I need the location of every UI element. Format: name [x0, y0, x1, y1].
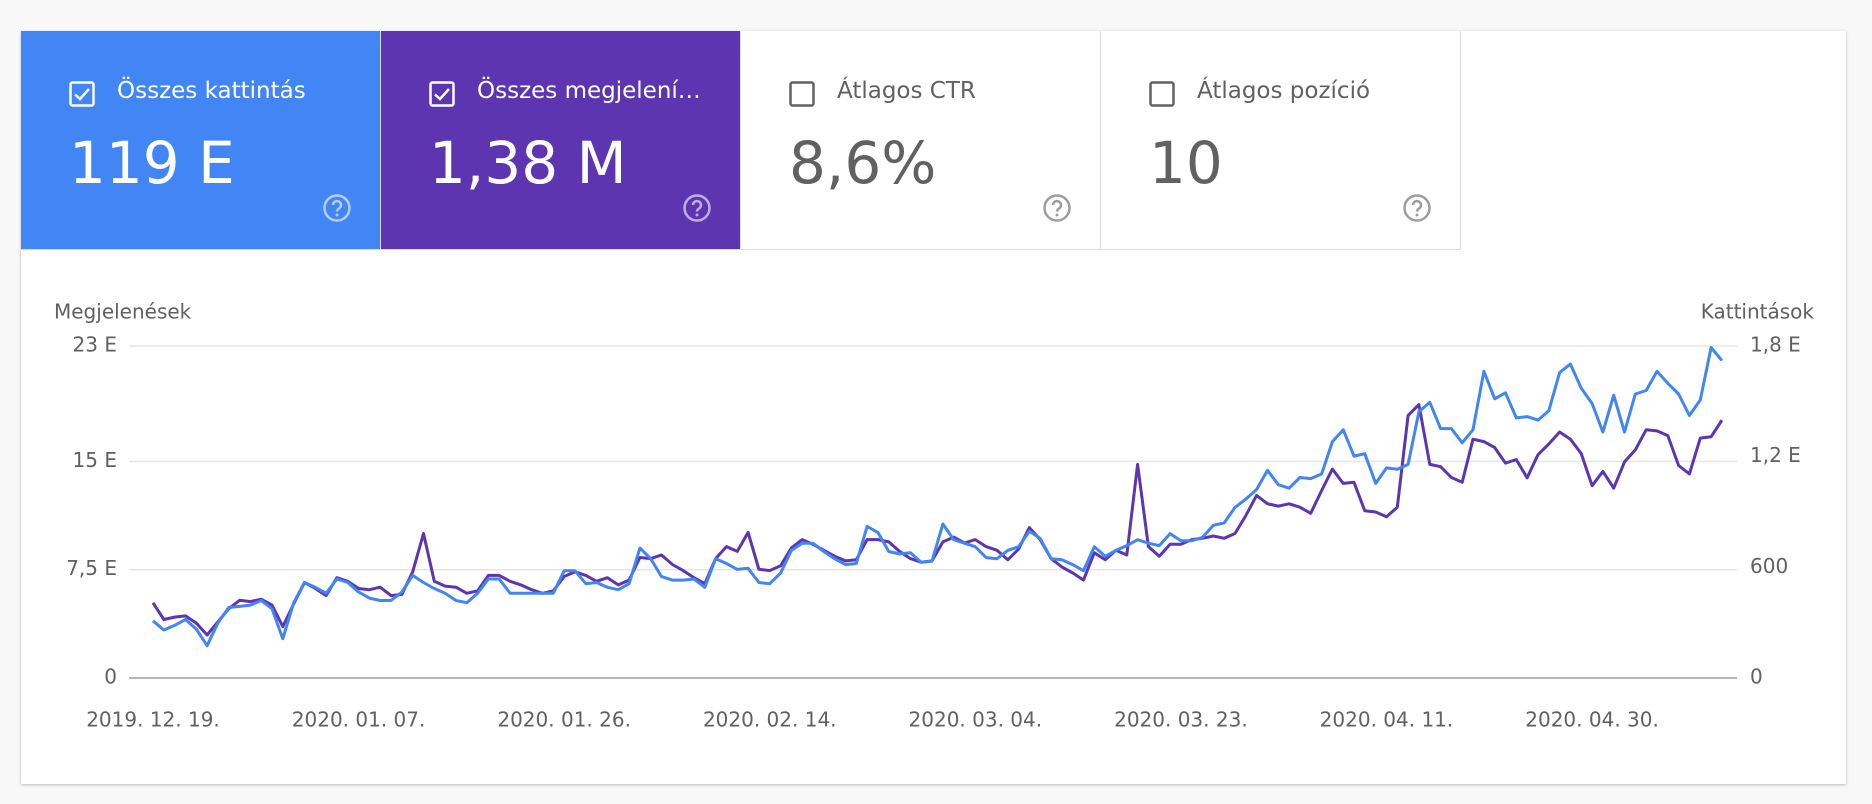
x-tick-label: 2020. 03. 23.	[1114, 708, 1248, 732]
metric-card[interactable]: Összes megjelení… 1,38 M	[381, 31, 741, 250]
card-value: 10	[1149, 129, 1223, 197]
x-tick-label: 2019. 12. 19.	[86, 708, 220, 732]
y2-tick-label: 1,2 E	[1750, 443, 1801, 467]
chart: Megjelenések Kattintások 0 7,5 E 15 E 23 E 0…	[54, 300, 1815, 732]
y2-tick-label: 0	[1750, 665, 1763, 689]
metric-card[interactable]: Átlagos pozíció 10	[1101, 31, 1461, 250]
card-label: Átlagos CTR	[837, 78, 976, 104]
y2-tick-label: 1,8 E	[1750, 333, 1801, 357]
checkbox[interactable]	[789, 81, 815, 107]
x-tick-label: 2020. 01. 07.	[292, 708, 426, 732]
x-tick-label: 2020. 02. 14.	[703, 708, 837, 732]
y-tick-label: 23 E	[73, 333, 117, 357]
x-tick-label: 2020. 04. 11.	[1320, 708, 1454, 732]
x-tick-label: 2020. 01. 26.	[497, 708, 631, 732]
card-value: 1,38 M	[429, 129, 627, 197]
series-line	[151, 403, 1724, 637]
x-tick-label: 2020. 03. 04.	[909, 708, 1043, 732]
checkbox[interactable]	[1149, 81, 1175, 107]
card-value: 119 E	[69, 129, 235, 197]
help-icon[interactable]	[1042, 193, 1072, 223]
card-value: 8,6%	[789, 129, 937, 197]
card-label: Átlagos pozíció	[1197, 78, 1371, 104]
help-icon[interactable]	[1402, 193, 1432, 223]
metric-card[interactable]: Átlagos CTR 8,6%	[741, 31, 1101, 250]
card-label: Összes megjelení…	[477, 78, 701, 104]
series-line	[152, 346, 1724, 648]
y2-tick-label: 600	[1750, 554, 1788, 578]
y-tick-label: 7,5 E	[66, 556, 117, 580]
checkbox[interactable]	[429, 81, 455, 107]
checkbox[interactable]	[69, 81, 95, 107]
help-icon[interactable]	[322, 193, 352, 223]
y-tick-label: 0	[104, 665, 117, 689]
help-icon[interactable]	[682, 193, 712, 223]
card-label: Összes kattintás	[117, 78, 306, 104]
performance-panel: Összes kattintás 119 E Összes megjelení… 1,…	[21, 31, 1846, 784]
y-tick-label: 15 E	[73, 448, 117, 472]
y2-axis-title: Kattintások	[1701, 300, 1815, 324]
x-tick-label: 2020. 04. 30.	[1525, 708, 1659, 732]
metric-card[interactable]: Összes kattintás 119 E	[21, 31, 381, 250]
y-axis-title: Megjelenések	[54, 300, 192, 324]
